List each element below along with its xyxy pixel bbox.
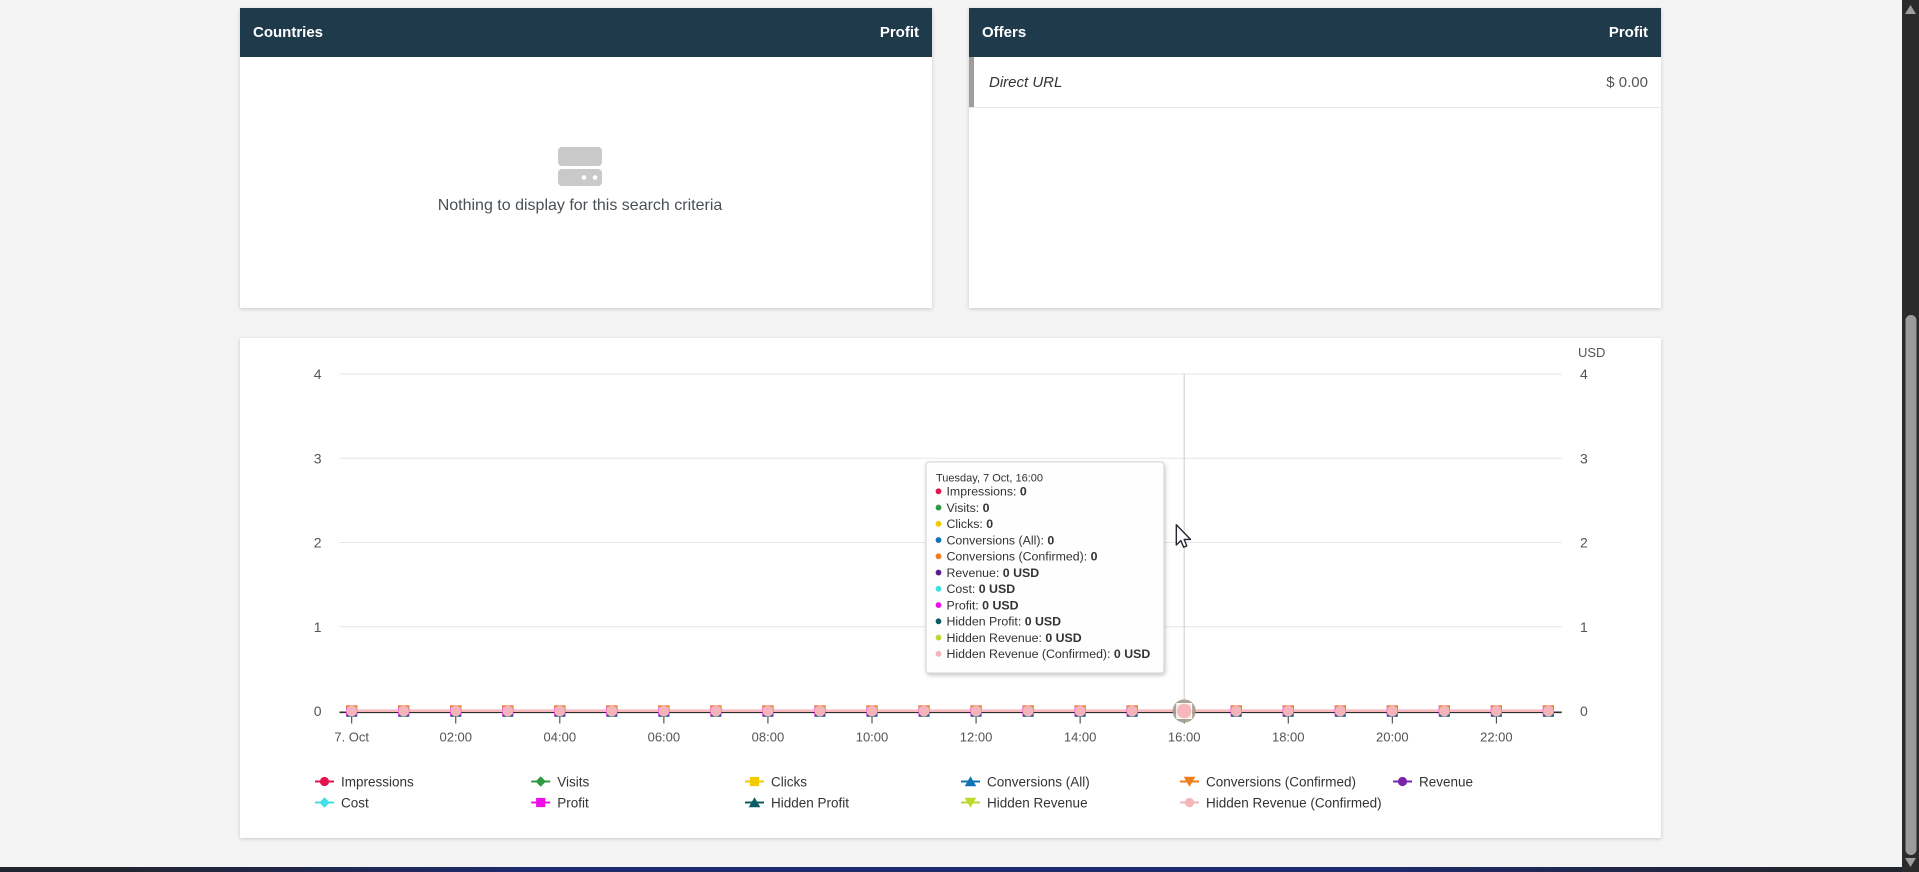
- svg-text:Hidden Profit: 0 USD: Hidden Profit: 0 USD: [947, 615, 1062, 629]
- svg-text:0: 0: [1580, 703, 1588, 719]
- svg-text:20:00: 20:00: [1376, 730, 1409, 745]
- svg-text:Impressions: Impressions: [341, 774, 414, 789]
- svg-text:Clicks: Clicks: [771, 774, 807, 789]
- svg-text:1: 1: [314, 619, 322, 635]
- svg-text:02:00: 02:00: [439, 730, 472, 745]
- svg-text:Impressions: 0: Impressions: 0: [947, 485, 1027, 499]
- svg-text:0: 0: [314, 703, 322, 719]
- svg-text:7. Oct: 7. Oct: [334, 730, 369, 745]
- svg-text:10:00: 10:00: [856, 730, 889, 745]
- svg-text:Revenue: Revenue: [1419, 774, 1473, 789]
- svg-text:Hidden Revenue (Confirmed): 0: Hidden Revenue (Confirmed): 0 USD: [947, 647, 1151, 661]
- svg-text:Tuesday, 7 Oct, 16:00: Tuesday, 7 Oct, 16:00: [936, 473, 1043, 485]
- svg-text:Conversions (Confirmed): Conversions (Confirmed): [1206, 774, 1356, 789]
- svg-text:Hidden Revenue: 0 USD: Hidden Revenue: 0 USD: [947, 631, 1082, 645]
- svg-text:Cost: Cost: [341, 795, 369, 810]
- svg-text:Conversions (Confirmed): 0: Conversions (Confirmed): 0: [947, 550, 1098, 564]
- svg-text:18:00: 18:00: [1272, 730, 1305, 745]
- svg-text:14:00: 14:00: [1064, 730, 1097, 745]
- svg-text:2: 2: [314, 535, 322, 551]
- svg-text:Profit: 0 USD: Profit: 0 USD: [947, 598, 1019, 612]
- svg-text:12:00: 12:00: [960, 730, 993, 745]
- svg-text:Cost: 0 USD: Cost: 0 USD: [947, 582, 1016, 596]
- svg-text:Hidden Profit: Hidden Profit: [771, 795, 849, 810]
- svg-text:1: 1: [1580, 619, 1588, 635]
- svg-text:USD: USD: [1578, 345, 1605, 360]
- svg-text:4: 4: [1580, 366, 1588, 382]
- svg-text:3: 3: [1580, 450, 1588, 466]
- svg-text:2: 2: [1580, 535, 1588, 551]
- svg-text:Conversions (All): 0: Conversions (All): 0: [947, 533, 1055, 547]
- svg-text:Revenue: 0 USD: Revenue: 0 USD: [947, 566, 1040, 580]
- svg-text:Clicks: 0: Clicks: 0: [947, 517, 994, 531]
- svg-text:06:00: 06:00: [648, 730, 681, 745]
- svg-text:Visits: Visits: [557, 774, 589, 789]
- svg-text:22:00: 22:00: [1480, 730, 1513, 745]
- svg-text:4: 4: [314, 366, 322, 382]
- svg-text:Hidden Revenue: Hidden Revenue: [987, 795, 1088, 810]
- svg-text:Visits: 0: Visits: 0: [947, 501, 990, 515]
- svg-text:Conversions (All): Conversions (All): [987, 774, 1090, 789]
- svg-text:04:00: 04:00: [544, 730, 577, 745]
- svg-text:Profit: Profit: [557, 795, 589, 810]
- svg-text:Hidden Revenue (Confirmed): Hidden Revenue (Confirmed): [1206, 795, 1382, 810]
- svg-text:16:00: 16:00: [1168, 730, 1201, 745]
- svg-text:3: 3: [314, 450, 322, 466]
- svg-text:08:00: 08:00: [752, 730, 785, 745]
